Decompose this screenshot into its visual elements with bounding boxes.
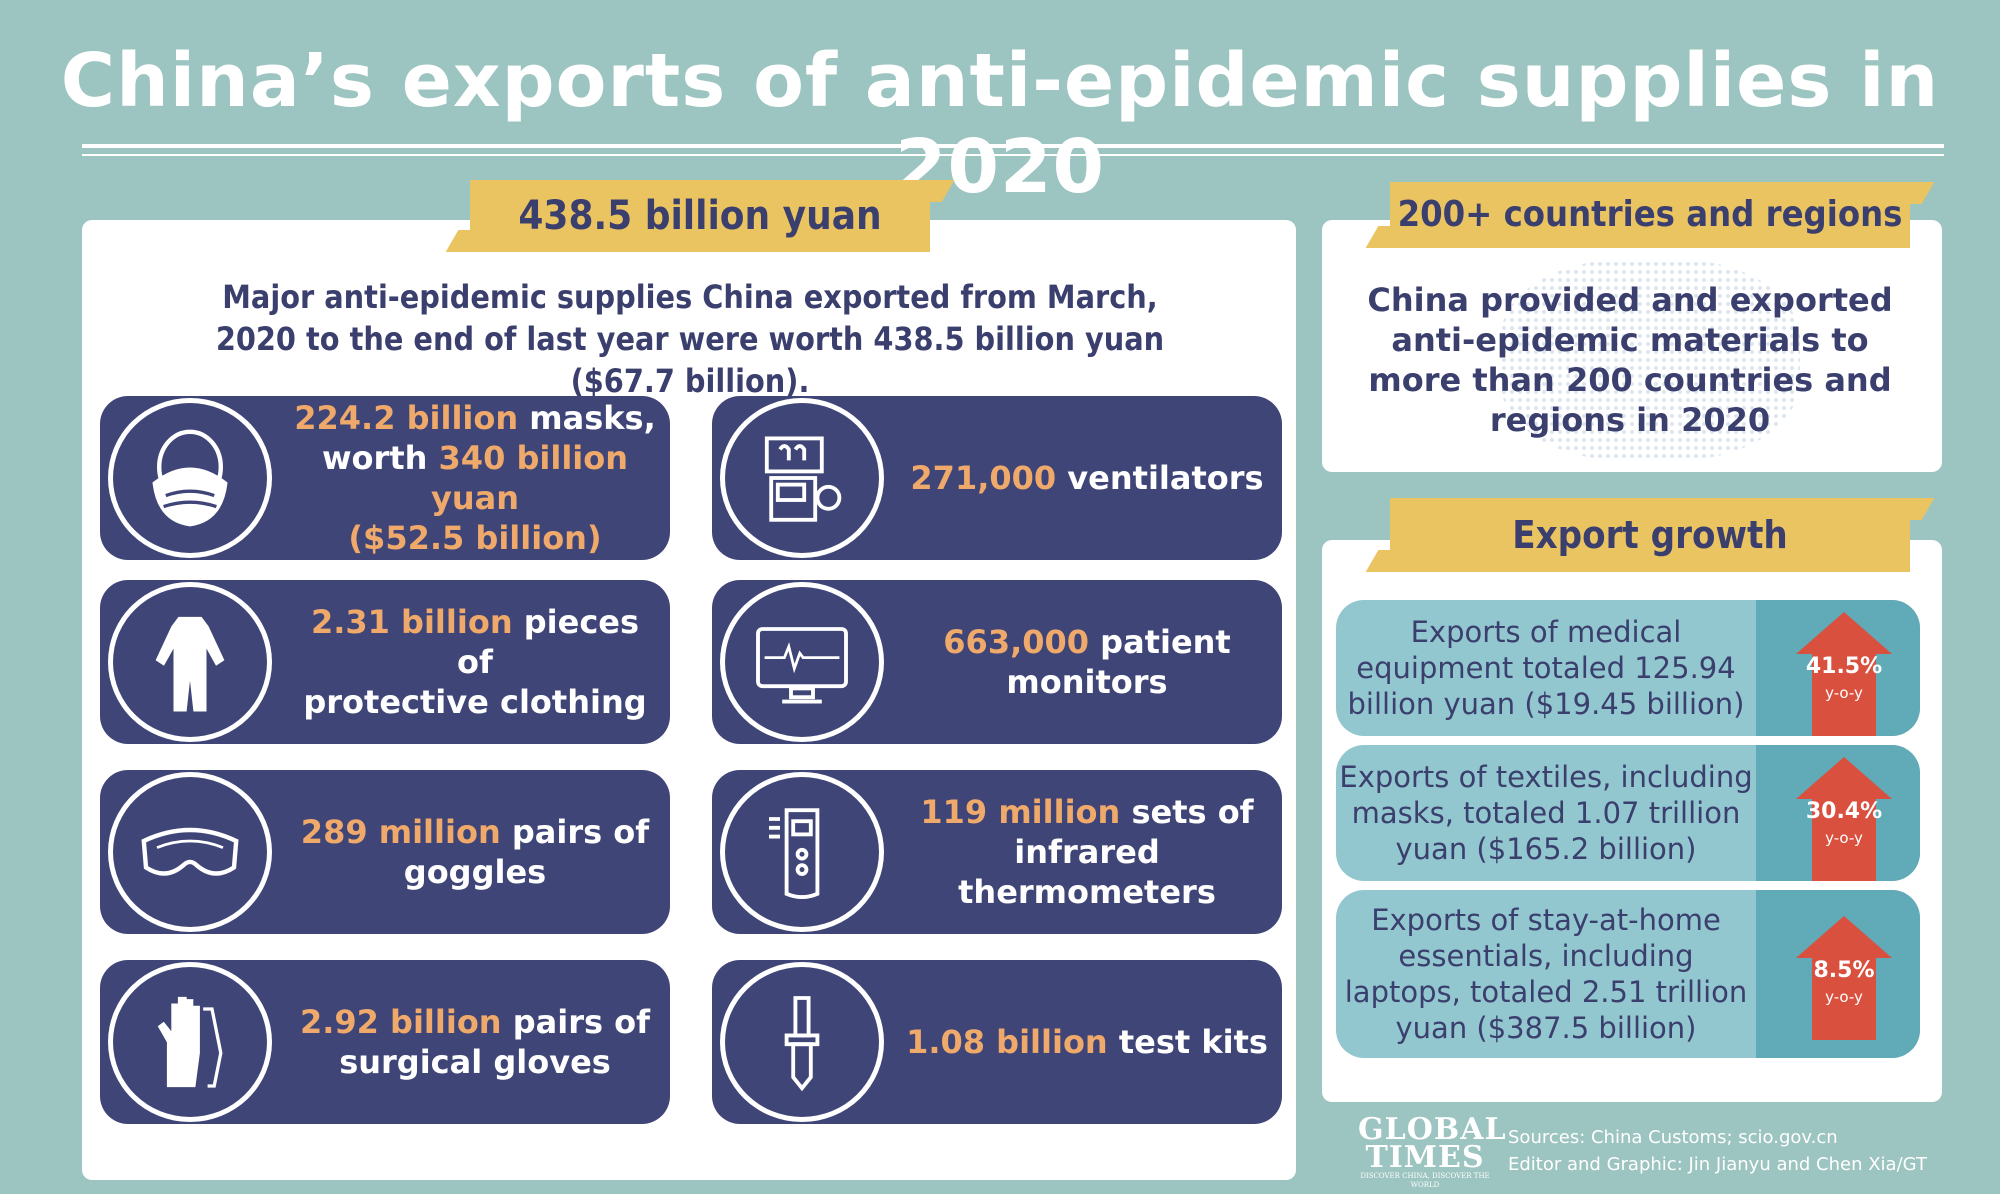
item-protective-clothing: 2.31 billion pieces of protective clothin…	[100, 580, 670, 744]
ventilators-count: 271,000	[910, 459, 1057, 497]
growth-medical-text: Exports of medical equipment totaled	[1356, 615, 1682, 685]
credits: Sources: China Customs; scio.gov.cn Edit…	[1508, 1124, 1988, 1178]
monitors-label-2: monitors	[1006, 663, 1168, 701]
masks-label: masks,	[518, 399, 656, 437]
thermometers-label-2: infrared thermometers	[958, 833, 1216, 911]
item-test-kits: 1.08 billion test kits	[712, 960, 1282, 1124]
item-masks: 224.2 billion masks, worth 340 billion y…	[100, 396, 670, 560]
growth-medical-pct: 41.5%	[1805, 654, 1883, 679]
goggles-label-2: goggles	[403, 853, 547, 891]
growth-banner: Export growth	[1390, 498, 1910, 572]
growth-textiles-value: 1.07 trillion yuan	[1395, 796, 1741, 866]
sources-text: Sources: China Customs; scio.gov.cn	[1508, 1127, 1838, 1148]
clothing-label-2: protective clothing	[303, 683, 647, 721]
growth-home-value: 2.51 trillion yuan	[1395, 975, 1748, 1045]
world-map-icon	[1500, 260, 1800, 460]
logo-line-1: GLOBAL	[1358, 1112, 1507, 1147]
monitors-label: patient	[1089, 623, 1231, 661]
countries-panel	[1322, 220, 1942, 472]
gloves-icon	[108, 962, 272, 1122]
gloves-count: 2.92 billion	[299, 1003, 502, 1041]
growth-medical-usd: ($19.45 billion)	[1515, 687, 1745, 721]
countries-banner: 200+ countries and regions	[1390, 182, 1910, 248]
page-title: China’s exports of anti-epidemic supplie…	[60, 38, 1940, 210]
test-kit-icon	[720, 962, 884, 1122]
growth-textiles-yoy: y-o-y	[1825, 829, 1863, 847]
goggles-count: 289 million	[300, 813, 501, 851]
item-patient-monitors: 663,000 patient monitors	[712, 580, 1282, 744]
growth-row-textiles: Exports of textiles, including masks, to…	[1336, 745, 1920, 881]
test-kits-count: 1.08 billion	[906, 1023, 1108, 1061]
growth-home-yoy: y-o-y	[1825, 988, 1863, 1006]
goggles-label: pairs of	[500, 813, 650, 851]
thermometers-label: sets of	[1120, 793, 1254, 831]
growth-medical-yoy: y-o-y	[1825, 684, 1863, 702]
ventilators-label: ventilators	[1056, 459, 1264, 497]
goggles-icon	[108, 772, 272, 932]
lead-text: Major anti-epidemic supplies China expor…	[215, 278, 1165, 400]
masks-value: 340 billion yuan	[430, 439, 629, 517]
growth-textiles-text: Exports of textiles, including masks, to…	[1339, 760, 1753, 830]
ventilator-icon	[720, 398, 884, 558]
growth-row-stay-at-home: Exports of stay-at-home essentials, incl…	[1336, 890, 1920, 1058]
growth-home-text: Exports of stay-at-home essentials, incl…	[1344, 903, 1721, 1009]
editor-text: Editor and Graphic: Jin Jianyu and Chen …	[1508, 1154, 1927, 1175]
clothing-label: pieces of	[457, 603, 640, 681]
item-thermometers: 119 million sets of infrared thermometers	[712, 770, 1282, 934]
growth-home-usd: ($387.5 billion)	[1467, 1011, 1697, 1045]
clothing-count: 2.31 billion	[310, 603, 513, 641]
gloves-label-2: surgical gloves	[339, 1043, 611, 1081]
patient-monitor-icon	[720, 582, 884, 742]
logo-tagline: DISCOVER CHINA, DISCOVER THE WORLD	[1360, 1172, 1490, 1189]
up-arrow-icon: 8.5% y-o-y	[1796, 916, 1892, 1040]
thermometer-icon	[720, 772, 884, 932]
countries-text: China provided and exported anti-epidemi…	[1367, 281, 1893, 439]
mask-icon	[108, 398, 272, 558]
gloves-label: pairs of	[501, 1003, 651, 1041]
monitors-count: 663,000	[943, 623, 1090, 661]
masks-count: 224.2 billion	[294, 399, 519, 437]
title-rule	[82, 144, 1944, 148]
protective-suit-icon	[108, 582, 272, 742]
masks-worth-label: worth	[321, 439, 439, 477]
global-times-logo: GLOBAL TIMES DISCOVER CHINA, DISCOVER TH…	[1358, 1112, 1507, 1190]
growth-home-pct: 8.5%	[1813, 958, 1875, 983]
logo-line-2: TIMES	[1365, 1140, 1485, 1175]
growth-textiles-pct: 30.4%	[1805, 799, 1883, 824]
test-kits-label: test kits	[1107, 1023, 1268, 1061]
up-arrow-icon: 30.4% y-o-y	[1796, 757, 1892, 881]
growth-row-medical: Exports of medical equipment totaled 125…	[1336, 600, 1920, 736]
item-ventilators: 271,000 ventilators	[712, 396, 1282, 560]
growth-textiles-usd: ($165.2 billion)	[1467, 832, 1697, 866]
up-arrow-icon: 41.5% y-o-y	[1796, 612, 1892, 736]
total-value-banner: 438.5 billion yuan	[470, 180, 930, 252]
item-goggles: 289 million pairs of goggles	[100, 770, 670, 934]
title-rule-thin	[82, 154, 1944, 156]
item-gloves: 2.92 billion pairs of surgical gloves	[100, 960, 670, 1124]
thermometers-count: 119 million	[920, 793, 1121, 831]
growth-medical-value: 125.94 billion yuan	[1347, 651, 1736, 721]
masks-usd: ($52.5 billion)	[348, 519, 602, 557]
